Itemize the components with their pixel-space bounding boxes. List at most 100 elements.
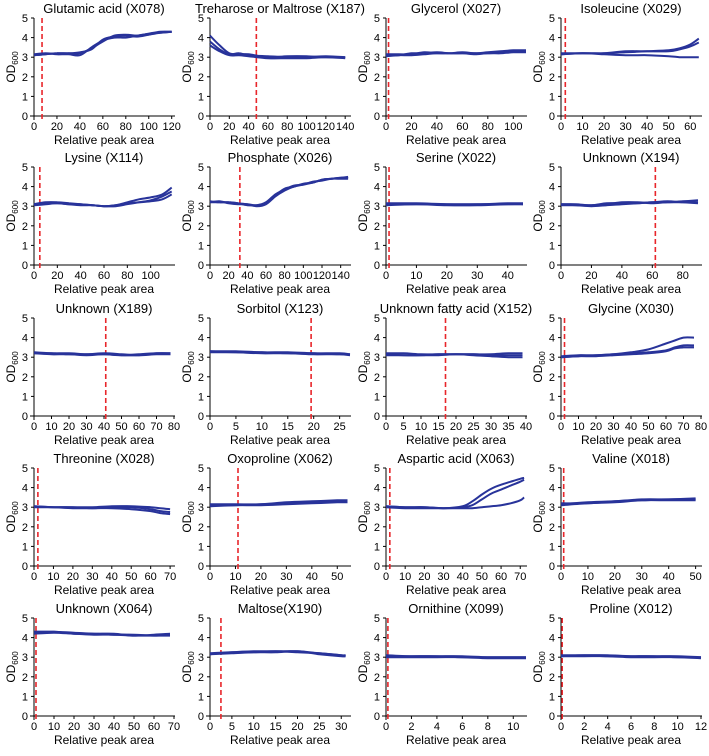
y-axis-label-main: OD <box>4 664 18 682</box>
x-tick-label: 0 <box>558 721 564 733</box>
y-tick-label: 2 <box>549 221 555 233</box>
x-tick-label: 20 <box>223 270 235 282</box>
x-tick-label: 40 <box>616 270 628 282</box>
y-tick-label: 3 <box>374 502 380 514</box>
y-tick-label: 5 <box>549 313 555 325</box>
y-axis-label: OD600 <box>180 501 196 533</box>
y-tick-label: 3 <box>198 201 204 213</box>
x-tick-label: 50 <box>115 421 127 433</box>
y-tick-label: 5 <box>374 463 380 475</box>
x-tick-label: 0 <box>383 270 389 282</box>
y-tick-label: 1 <box>198 240 204 252</box>
series-line-3 <box>560 499 696 507</box>
subplot-title: Sorbitol (X123) <box>237 301 324 316</box>
y-axis-label: OD600 <box>4 200 20 232</box>
y-tick-label: 1 <box>374 541 380 553</box>
y-tick-label: 2 <box>22 522 28 534</box>
x-tick-label: 15 <box>270 721 282 733</box>
x-tick-label: 20 <box>63 421 75 433</box>
y-tick-label: 5 <box>22 162 28 174</box>
y-axis-label-sub: 600 <box>538 351 547 365</box>
y-axis-label: OD600 <box>356 51 372 83</box>
x-tick-label: 10 <box>47 571 59 583</box>
y-tick-label: 1 <box>22 240 28 252</box>
x-tick-label: 12 <box>695 721 707 733</box>
x-tick-label: 0 <box>207 270 213 282</box>
x-tick-label: 120 <box>317 121 335 133</box>
x-axis-label: Relative peak area <box>54 433 154 447</box>
y-tick-label: 2 <box>374 522 380 534</box>
y-tick-label: 2 <box>549 672 555 684</box>
y-axis-label-main: OD <box>180 664 194 682</box>
x-tick-label: 60 <box>684 121 696 133</box>
x-axis-label: Relative peak area <box>230 733 330 747</box>
x-tick-label: 10 <box>410 270 422 282</box>
x-axis-label: Relative peak area <box>54 583 154 597</box>
y-tick-label: 4 <box>198 182 204 194</box>
x-tick-label: 5 <box>400 421 406 433</box>
series-line-3 <box>33 30 172 57</box>
y-tick-label: 0 <box>374 711 380 723</box>
subplot-title: Valine (X018) <box>592 451 670 466</box>
x-tick-label: 40 <box>241 270 253 282</box>
y-tick-label: 2 <box>22 372 28 384</box>
x-tick-label: 10 <box>672 721 684 733</box>
x-tick-label: 0 <box>207 571 213 583</box>
x-tick-label: 30 <box>636 571 648 583</box>
y-tick-label: 2 <box>549 72 555 84</box>
y-tick-label: 4 <box>22 483 28 495</box>
y-tick-label: 2 <box>549 522 555 534</box>
y-tick-label: 4 <box>198 633 204 645</box>
y-tick-label: 0 <box>198 711 204 723</box>
x-axis-label: Relative peak area <box>230 583 330 597</box>
x-tick-label: 60 <box>98 270 110 282</box>
y-tick-label: 0 <box>374 561 380 573</box>
y-tick-label: 2 <box>22 221 28 233</box>
x-tick-label: 20 <box>67 571 79 583</box>
x-tick-label: 0 <box>207 721 213 733</box>
x-tick-label: 40 <box>75 270 87 282</box>
x-tick-label: 50 <box>476 571 488 583</box>
subplot-title: Proline (X012) <box>589 601 672 616</box>
y-axis-label-main: OD <box>356 664 370 682</box>
x-tick-label: 40 <box>431 121 443 133</box>
y-axis-label-sub: 600 <box>11 200 20 214</box>
x-tick-label: 20 <box>405 121 417 133</box>
subplot-18: Maltose(X190) 0 1 2 3 4 5 0 5 10 15 20 25 30 Relative … <box>180 601 351 747</box>
y-tick-label: 2 <box>374 221 380 233</box>
subplot-title: Unknown (X189) <box>56 301 153 316</box>
y-axis-label-main: OD <box>4 64 18 82</box>
x-tick-label: 60 <box>145 571 157 583</box>
x-tick-label: 40 <box>98 421 110 433</box>
y-axis-label: OD600 <box>4 651 20 683</box>
y-tick-label: 3 <box>22 502 28 514</box>
y-tick-label: 1 <box>374 91 380 103</box>
x-tick-label: 35 <box>502 421 514 433</box>
y-tick-label: 5 <box>22 313 28 325</box>
y-tick-label: 3 <box>549 201 555 213</box>
x-axis-label: Relative peak area <box>581 583 681 597</box>
x-tick-label: 140 <box>331 270 349 282</box>
x-tick-label: 70 <box>164 571 176 583</box>
x-tick-label: 60 <box>660 421 672 433</box>
x-tick-label: 10 <box>507 721 519 733</box>
y-axis-label-main: OD <box>356 64 370 82</box>
x-tick-label: 20 <box>418 571 430 583</box>
y-tick-label: 2 <box>198 72 204 84</box>
x-tick-label: 100 <box>504 121 522 133</box>
y-tick-label: 0 <box>374 411 380 423</box>
x-tick-label: 30 <box>607 421 619 433</box>
x-tick-label: 70 <box>514 571 526 583</box>
y-tick-label: 2 <box>198 372 204 384</box>
y-tick-label: 0 <box>22 711 28 723</box>
y-tick-label: 0 <box>22 111 28 123</box>
x-tick-label: 0 <box>31 721 37 733</box>
y-tick-label: 4 <box>22 333 28 345</box>
series-line-3 <box>34 506 171 516</box>
